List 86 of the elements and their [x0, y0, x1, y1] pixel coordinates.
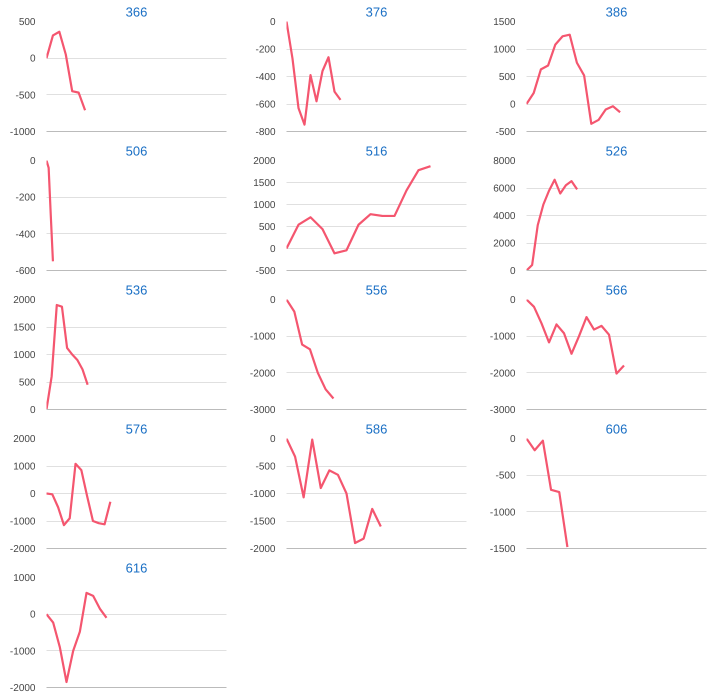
- y-tick-label: -200: [15, 192, 36, 204]
- y-tick-label: -500: [15, 90, 36, 102]
- y-tick-label: 0: [30, 610, 36, 621]
- y-tick-label: 1000: [13, 350, 36, 361]
- y-tick-label: 2000: [13, 434, 36, 445]
- line-series: [526, 178, 578, 270]
- y-tick-label: 0: [270, 434, 276, 445]
- y-tick-label: -3000: [250, 405, 276, 416]
- y-tick-label: -1500: [250, 516, 276, 528]
- y-tick-label: -2000: [490, 368, 516, 380]
- y-tick-label: 500: [258, 222, 276, 233]
- y-tick-label: -1000: [490, 332, 516, 343]
- y-tick-label: -2000: [250, 368, 276, 380]
- chart-title: 376: [366, 4, 388, 20]
- y-tick-label: 1500: [13, 322, 36, 334]
- y-tick-label: -1000: [250, 489, 276, 500]
- line-series: [286, 438, 382, 544]
- y-tick-label: -600: [15, 266, 36, 277]
- chart-title: 566: [606, 282, 628, 298]
- chart-title: 556: [366, 282, 388, 298]
- chart-title: 526: [606, 144, 628, 158]
- y-tick-label: 0: [510, 100, 516, 110]
- line-series: [46, 304, 89, 410]
- y-tick-label: 1000: [493, 44, 516, 56]
- line-series: [46, 592, 108, 684]
- y-tick-label: 0: [30, 489, 36, 500]
- line-series: [286, 22, 342, 126]
- chart-title: 366: [126, 4, 148, 20]
- y-tick-label: -800: [255, 127, 276, 138]
- y-tick-label: -400: [255, 72, 276, 83]
- y-tick-label: 500: [498, 72, 516, 83]
- y-tick-label: -3000: [490, 405, 516, 416]
- y-tick-label: 1000: [253, 200, 276, 211]
- chart-title: 386: [606, 4, 628, 20]
- chart-title: 586: [366, 422, 388, 436]
- y-tick-label: 1500: [253, 178, 276, 189]
- y-tick-label: 2000: [493, 238, 516, 250]
- y-tick-label: -2000: [250, 544, 276, 555]
- chart-title: 606: [606, 422, 628, 436]
- y-tick-label: -2000: [10, 544, 36, 555]
- y-tick-label: 0: [270, 244, 276, 255]
- y-tick-label: 1500: [493, 17, 516, 28]
- line-series: [286, 300, 335, 400]
- y-tick-label: 0: [30, 405, 36, 416]
- chart-title: 516: [366, 144, 388, 158]
- y-tick-label: -500: [495, 470, 516, 482]
- y-tick-label: 0: [510, 295, 516, 306]
- y-tick-label: 500: [18, 378, 36, 388]
- y-tick-label: -2000: [10, 683, 36, 694]
- chart-title: 536: [126, 282, 148, 298]
- y-tick-label: -1000: [250, 332, 276, 343]
- y-tick-label: -200: [255, 44, 276, 56]
- y-tick-label: 4000: [493, 211, 516, 222]
- y-tick-label: -400: [15, 229, 36, 240]
- y-tick-label: -500: [495, 127, 516, 138]
- y-tick-label: -1000: [10, 127, 36, 138]
- y-tick-label: 0: [510, 434, 516, 445]
- y-tick-label: 0: [510, 266, 516, 277]
- chart-title: 616: [126, 560, 148, 576]
- line-series: [46, 462, 112, 526]
- y-tick-label: 0: [30, 156, 36, 167]
- y-tick-label: -600: [255, 100, 276, 110]
- y-tick-label: 2000: [253, 156, 276, 167]
- line-series: [526, 300, 626, 375]
- y-tick-label: -500: [255, 462, 276, 472]
- y-tick-label: 6000: [493, 184, 516, 194]
- line-series: [46, 160, 54, 262]
- y-tick-label: 1000: [13, 462, 36, 472]
- y-tick-label: 8000: [493, 156, 516, 167]
- y-tick-label: 0: [270, 295, 276, 306]
- y-tick-label: 0: [270, 17, 276, 28]
- y-tick-label: -1000: [10, 516, 36, 528]
- line-series: [526, 34, 622, 125]
- y-tick-label: 2000: [13, 295, 36, 306]
- y-tick-label: 500: [18, 17, 36, 28]
- y-tick-label: -1000: [490, 507, 516, 518]
- line-series: [286, 165, 432, 254]
- y-tick-label: 1000: [13, 573, 36, 584]
- line-series: [526, 438, 569, 548]
- y-tick-label: -1000: [10, 646, 36, 658]
- chart-title: 506: [126, 144, 148, 158]
- chart-title: 576: [126, 422, 148, 436]
- y-tick-label: 0: [30, 54, 36, 65]
- y-tick-label: -500: [255, 266, 276, 277]
- line-series: [46, 30, 86, 112]
- y-tick-label: -1500: [490, 544, 516, 555]
